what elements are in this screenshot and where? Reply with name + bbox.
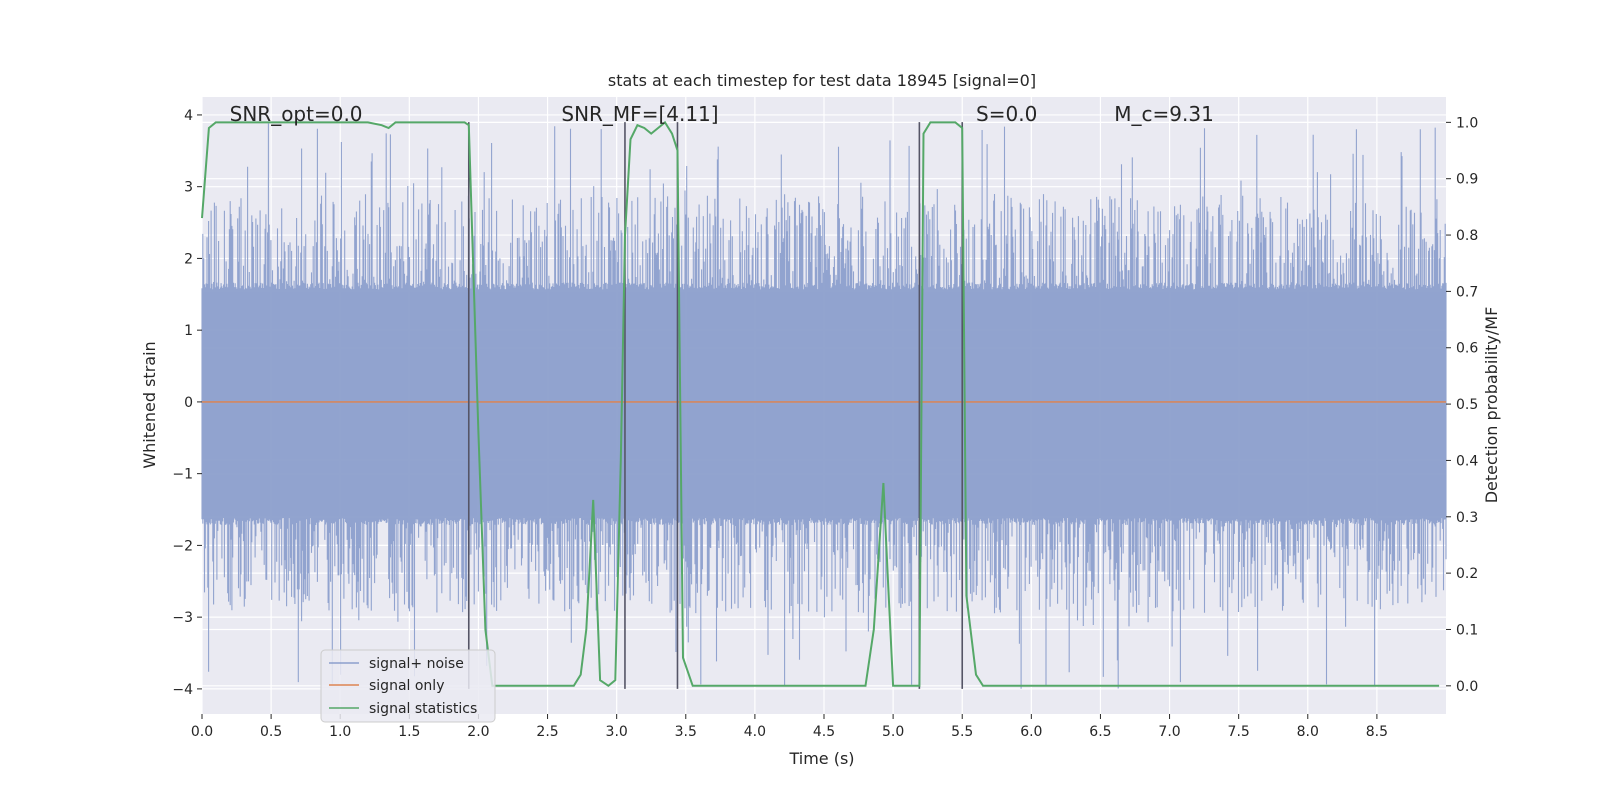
x-tick-label-3: 1.5 [398, 724, 420, 740]
y-tick-label-3: −1 [172, 467, 193, 483]
y-tick-label-0: −4 [172, 682, 193, 698]
x-tick-label-17: 8.5 [1366, 724, 1388, 740]
x-tick-label-16: 8.0 [1297, 724, 1319, 740]
annotation-2: S=0.0 [976, 102, 1037, 126]
y-right-tick-label-5: 0.5 [1456, 397, 1478, 413]
y-right-tick-label-3: 0.3 [1456, 510, 1478, 526]
y-right-tick-label-4: 0.4 [1456, 453, 1478, 469]
chart-title: stats at each timestep for test data 189… [608, 71, 1036, 90]
y-right-tick-label-2: 0.2 [1456, 566, 1478, 582]
x-tick-label-1: 0.5 [260, 724, 282, 740]
y-right-tick-label-10: 1.0 [1456, 115, 1478, 131]
x-tick-label-2: 1.0 [329, 724, 351, 740]
y-right-tick-label-0: 0.0 [1456, 679, 1478, 695]
series-signal-statistics [201, 120, 1440, 688]
y-axis-label: Whitened strain [140, 341, 159, 468]
x-tick-label-15: 7.5 [1228, 724, 1250, 740]
x-tick-label-12: 6.0 [1020, 724, 1042, 740]
x-tick-label-11: 5.5 [951, 724, 973, 740]
x-tick-label-5: 2.5 [536, 724, 558, 740]
y-right-tick-label-7: 0.7 [1456, 284, 1478, 300]
y-tick-label-2: −2 [172, 538, 193, 554]
annotation-0: SNR_opt=0.0 [230, 102, 363, 126]
legend-label-signal-noise: signal+ noise [369, 656, 464, 672]
x-tick-label-13: 6.5 [1089, 724, 1111, 740]
x-tick-label-7: 3.5 [675, 724, 697, 740]
y-right-tick-label-8: 0.8 [1456, 228, 1478, 244]
y-right-tick-label-9: 0.9 [1456, 172, 1478, 188]
y-axis-label-right: Detection probability/MF [1482, 307, 1501, 504]
legend-label-signal-only: signal only [369, 678, 444, 694]
y-tick-label-5: 1 [184, 323, 193, 339]
x-tick-label-14: 7.0 [1158, 724, 1180, 740]
legend-label-signal-statistics: signal statistics [369, 701, 477, 717]
x-tick-label-9: 4.5 [813, 724, 835, 740]
annotation-3: M_c=9.31 [1114, 102, 1214, 126]
x-axis-label: Time (s) [788, 749, 854, 768]
x-tick-label-8: 4.0 [744, 724, 766, 740]
x-tick-label-0: 0.0 [191, 724, 213, 740]
x-tick-label-4: 2.0 [467, 724, 489, 740]
legend: signal+ noise signal only signal statist… [320, 649, 496, 723]
y-tick-label-6: 2 [184, 251, 193, 267]
x-tick-label-10: 5.0 [882, 724, 904, 740]
x-tick-label-6: 3.0 [606, 724, 628, 740]
annotation-1: SNR_MF=[4.11] [561, 102, 718, 126]
y-tick-label-4: 0 [184, 395, 193, 411]
legend-box [320, 649, 496, 723]
y-tick-label-7: 3 [184, 180, 193, 196]
y-tick-label-8: 4 [184, 108, 193, 124]
y-tick-label-1: −3 [172, 610, 193, 626]
y-right-tick-label-6: 0.6 [1456, 341, 1478, 357]
y-right-tick-label-1: 0.1 [1456, 622, 1478, 638]
